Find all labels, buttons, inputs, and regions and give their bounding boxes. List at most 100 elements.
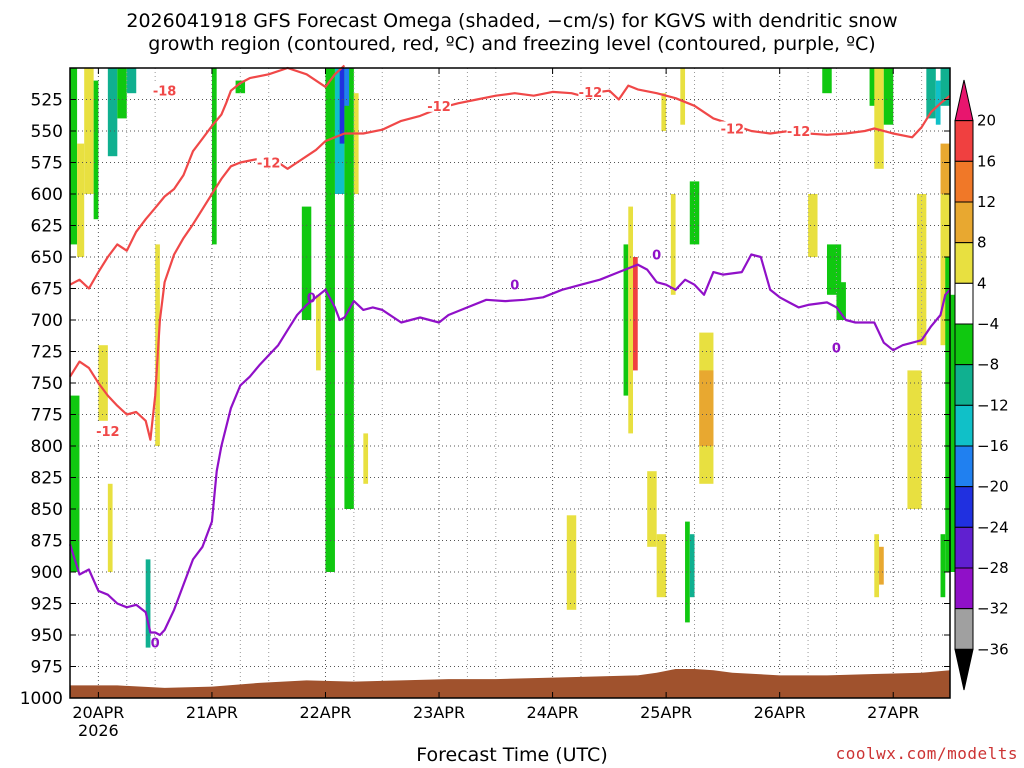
omega-shade-patch [145,559,151,648]
y-tick-label: 775 [31,406,63,426]
dgz-contour-label: -12 [787,125,811,140]
y-tick-label: 875 [31,532,63,552]
terrain-fill [70,669,950,698]
freezing-contour-label: 0 [510,279,519,294]
dgz-contour-label: -12 [257,157,281,172]
freezing-contour-label: 0 [307,291,316,306]
omega-shade-patch [670,194,676,295]
x-axis-label: Forecast Time (UTC) [416,744,608,766]
omega-shade-patch [926,68,936,119]
dgz-label-bg [427,98,452,112]
colorbar-label: −8 [977,356,999,374]
omega-shade-patch [107,68,118,157]
colorbar-segment [954,404,974,447]
omega-shade-patch [940,534,946,598]
colorbar-segment [954,160,974,203]
omega-shade-patch [339,68,345,144]
omega-shade-patch [822,68,832,94]
colorbar-label: −32 [977,600,1009,618]
dgz-contour-label: -12 [721,122,745,137]
colorbar-segment [954,201,974,244]
omega-shade-patch [633,257,638,371]
y-tick-label: 750 [31,374,63,394]
omega-shade-patch [117,68,127,119]
colorbar-label: −28 [977,559,1009,577]
omega-shade-patch [126,68,137,94]
dgz-label-bg [720,121,745,135]
omega-shade-patch [70,395,80,572]
chart-title-line-2: growth region (contoured, red, ºC) and f… [148,33,876,55]
colorbar-segment [954,567,974,610]
credit-link[interactable]: coolwx.com/modelts [835,744,1018,763]
freezing-level-contour [68,253,951,637]
omega-shade-patch [93,80,99,220]
omega-shade-patch [566,515,577,610]
omega-shade-patch [623,244,629,396]
colorbar-segment [954,120,974,162]
dgz-label-bg [786,124,811,137]
x-tick-label: 27APR [867,703,919,722]
omega-shade-patch [77,143,85,257]
y-tick-label: 975 [31,658,63,678]
y-tick-label: 950 [31,626,63,646]
omega-shade-patch [235,80,246,94]
dgz-contour-label: -18 [153,85,177,100]
omega-shade-patch [70,68,78,245]
y-tick-label: 700 [31,311,63,331]
omega-shade-patch [680,68,686,125]
dgz-contour-label: -12 [579,86,603,101]
omega-shade-patch [907,370,922,509]
omega-shade-patch [940,143,950,194]
y-tick-label: 1000 [20,689,63,709]
colorbar-segment [954,323,974,366]
colorbar-label: 12 [977,193,996,211]
y-tick-label: 850 [31,500,63,520]
colorbar-label: 16 [977,152,996,170]
y-tick-label: 550 [31,122,63,142]
omega-shade-patch [344,68,354,509]
dgz-contour-upper [69,64,346,290]
colorbar-label: −20 [977,478,1009,496]
colorbar-segment [954,526,974,569]
omega-shade-patch [874,534,880,598]
omega-shade-patch [879,546,884,585]
colorbar-segment [954,486,974,528]
dgz-label-bg [256,155,281,169]
colorbar-segment [954,282,974,325]
x-tick-label: 22APR [299,703,351,722]
omega-shade-patch [699,370,714,446]
dgz-label-bg [578,84,603,98]
omega-shade-patch [883,68,894,125]
omega-shade-patch [661,93,667,131]
colorbar-label: −24 [977,518,1009,536]
y-tick-label: 525 [31,91,63,111]
omega-shade-patch [685,521,690,623]
y-tick-label: 575 [31,154,63,174]
y-tick-label: 675 [31,280,63,300]
x-tick-label: 23APR [413,703,465,722]
colorbar-label: 20 [977,112,996,130]
dgz-contour-label: -12 [96,425,120,440]
omega-shade-patch [84,68,94,194]
colorbar-label: −12 [977,396,1009,414]
colorbar-segment [954,364,974,406]
colorbar-label: −36 [977,640,1009,658]
omega-shade-patch [950,294,955,572]
x-tick-label: 26APR [754,703,806,722]
omega-shade-patch [344,68,350,106]
y-tick-label: 800 [31,437,63,457]
omega-shade-patch [107,483,113,572]
colorbar-top-arrow [954,79,974,122]
y-tick-label: 825 [31,469,63,489]
omega-shade-patch [301,206,312,320]
omega-shade-patch [647,471,657,547]
omega-shade-patch [689,534,695,598]
omega-shade-patch [869,68,880,106]
y-tick-label: 900 [31,563,63,583]
y-tick-label: 925 [31,595,63,615]
colorbar-segment [954,445,974,488]
omega-shade-patch [353,93,359,194]
dgz-label-bg [152,83,177,97]
colorbar-segment [954,242,974,284]
